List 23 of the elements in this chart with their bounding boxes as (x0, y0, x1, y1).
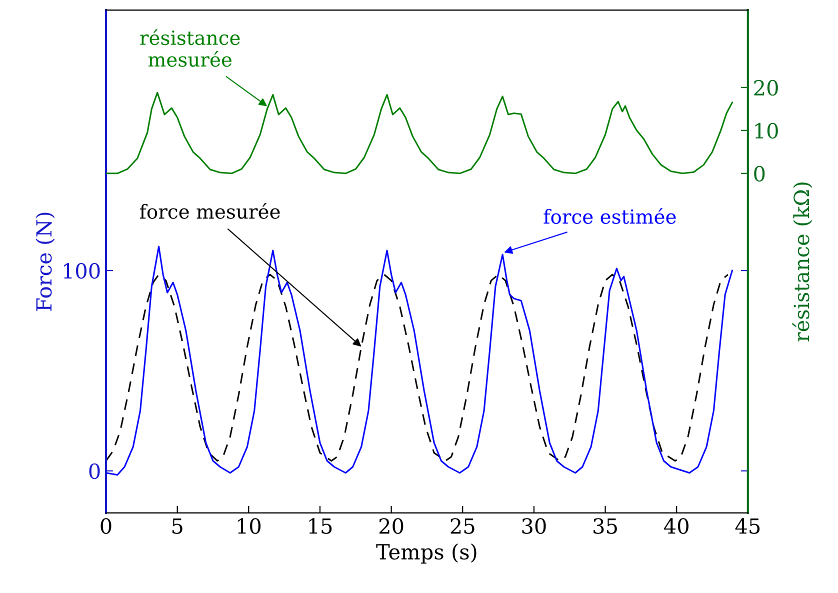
x-tick-label: 20 (379, 518, 404, 534)
annotation: force estimée (544, 208, 676, 224)
y2-tick-label: 20 (754, 80, 778, 96)
x-tick-label: 0 (100, 518, 112, 534)
annotation: résistance mesurée (140, 29, 240, 67)
x-tick-label: 5 (172, 518, 182, 534)
y2-tick-label: 10 (755, 122, 778, 139)
y2-tick-label: 0 (754, 166, 765, 182)
line-series (106, 246, 733, 476)
y2-axis-title: résistance (kΩ) (792, 182, 812, 342)
x-tick-label: 30 (522, 518, 546, 534)
line-series (106, 274, 729, 462)
x-tick-label: 25 (450, 518, 474, 534)
annotation: force mesurée (140, 203, 280, 219)
x-tick-label: 15 (309, 518, 332, 534)
x-tick-label: 35 (594, 518, 617, 534)
x-tick-label: 45 (735, 518, 760, 534)
y-axis-title: Force (N) (36, 212, 55, 311)
x-tick-label: 40 (664, 518, 688, 534)
line-series (106, 92, 733, 174)
x-axis-title: Temps (s) (376, 544, 476, 564)
x-tick-label: 10 (238, 518, 261, 534)
y-tick-label: 100 (64, 262, 100, 279)
